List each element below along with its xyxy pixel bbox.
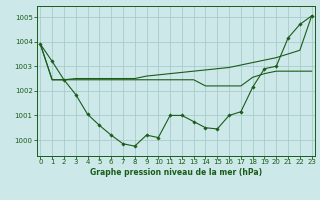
X-axis label: Graphe pression niveau de la mer (hPa): Graphe pression niveau de la mer (hPa): [90, 168, 262, 177]
